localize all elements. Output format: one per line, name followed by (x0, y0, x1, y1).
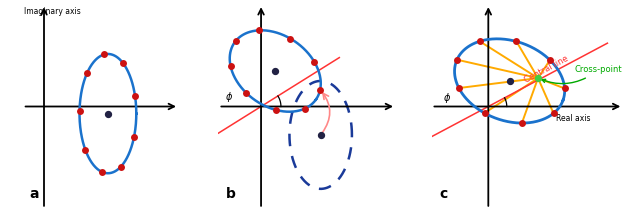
Text: a: a (29, 187, 38, 201)
Point (130, 94, 140, 98)
Point (225, 64, 236, 68)
Text: c: c (439, 187, 447, 201)
Point (533, 76, 543, 80)
Text: b: b (225, 187, 236, 201)
Point (270, 69, 280, 73)
Point (74, 109, 84, 112)
Point (230, 39, 241, 43)
Point (548, 112, 559, 115)
Point (271, 108, 281, 112)
Point (82, 71, 92, 75)
Point (99, 53, 109, 56)
Point (241, 91, 252, 95)
Text: $\phi$: $\phi$ (225, 90, 233, 104)
Point (479, 111, 490, 115)
Point (454, 86, 464, 90)
Text: Real axis: Real axis (556, 114, 591, 123)
Point (129, 135, 139, 138)
Point (511, 40, 522, 43)
Point (545, 58, 555, 62)
Text: Central line: Central line (523, 54, 570, 85)
Point (504, 79, 515, 83)
Point (452, 58, 462, 61)
Point (285, 37, 296, 40)
Text: $\phi$: $\phi$ (443, 91, 451, 105)
Point (103, 112, 113, 115)
Point (316, 133, 326, 137)
Text: Cross-point: Cross-point (542, 65, 623, 84)
Point (559, 87, 570, 90)
Point (516, 121, 527, 125)
Point (116, 165, 126, 168)
Text: Imaginary axis: Imaginary axis (24, 7, 81, 16)
Point (315, 88, 325, 91)
Point (80, 148, 90, 151)
Point (475, 40, 485, 43)
Point (309, 60, 319, 64)
Point (118, 62, 129, 65)
Point (97, 170, 107, 173)
Point (254, 29, 264, 32)
Point (300, 107, 310, 110)
